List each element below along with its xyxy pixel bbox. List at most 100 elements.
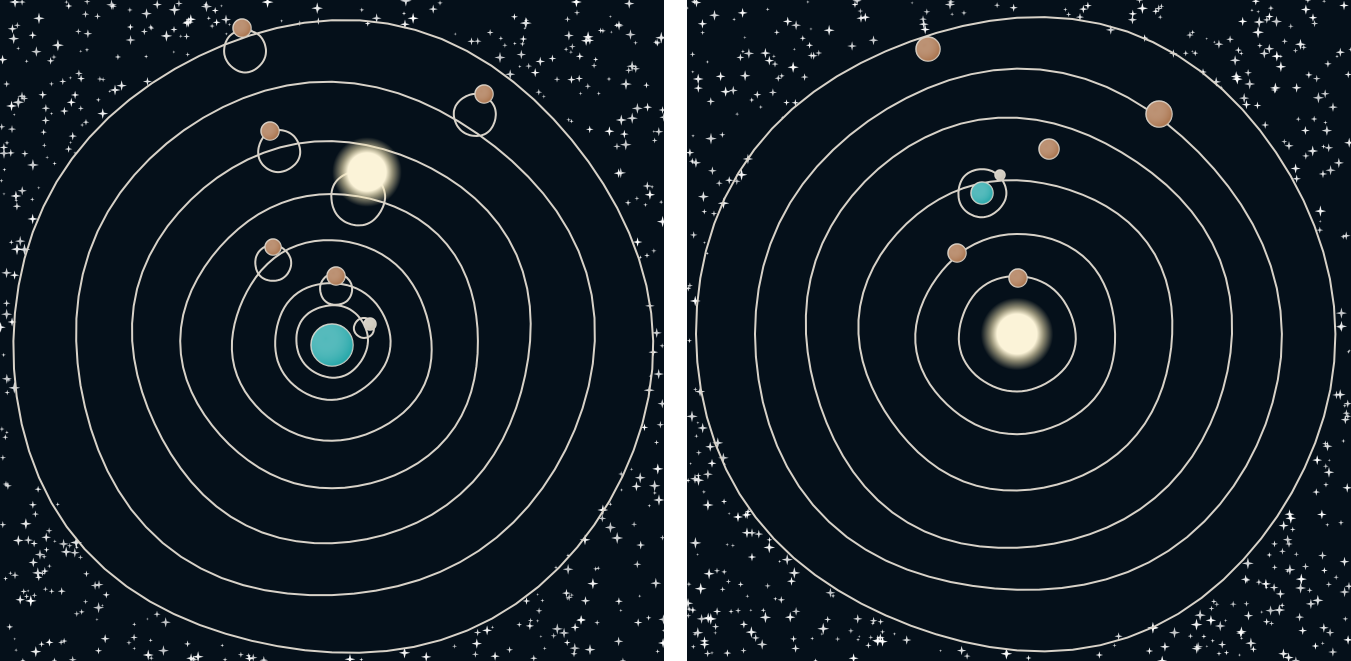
mars-shade	[1039, 139, 1059, 159]
star	[713, 607, 722, 616]
star	[34, 485, 42, 493]
star	[13, 21, 21, 29]
star	[6, 623, 14, 631]
star-field	[687, 0, 1351, 661]
star	[1211, 598, 1217, 605]
star	[653, 439, 660, 446]
star	[1243, 610, 1254, 621]
star	[1324, 143, 1334, 153]
star	[1009, 3, 1018, 12]
star	[12, 535, 24, 546]
star	[570, 0, 582, 8]
star	[38, 640, 45, 648]
star	[705, 132, 717, 145]
star	[659, 534, 664, 541]
star	[579, 534, 591, 546]
star	[15, 594, 25, 605]
star	[791, 644, 800, 653]
star	[1271, 540, 1278, 548]
star	[693, 83, 703, 93]
star	[732, 17, 736, 22]
star	[568, 49, 574, 55]
star	[609, 30, 613, 34]
star	[81, 10, 90, 18]
star	[1244, 68, 1252, 77]
star	[619, 608, 623, 613]
star	[1223, 649, 1230, 656]
star	[14, 648, 18, 652]
star	[535, 56, 546, 67]
star	[452, 643, 458, 649]
star	[852, 0, 862, 6]
star	[401, 11, 407, 16]
star	[631, 102, 643, 114]
star	[1238, 51, 1244, 56]
star	[221, 14, 232, 25]
star	[1273, 604, 1286, 616]
star	[740, 647, 747, 654]
star	[1311, 642, 1320, 650]
star	[0, 426, 5, 432]
star	[1216, 651, 1222, 657]
star	[847, 41, 857, 51]
star	[783, 99, 790, 106]
star	[782, 16, 793, 27]
star	[10, 270, 20, 280]
star	[41, 142, 47, 148]
star	[1305, 598, 1316, 610]
star	[473, 628, 482, 637]
star	[689, 295, 701, 307]
star	[1238, 16, 1248, 27]
star	[575, 74, 584, 83]
star	[810, 636, 815, 641]
star	[578, 91, 583, 96]
saturn-shade	[233, 19, 251, 37]
star	[149, 25, 155, 31]
star	[8, 239, 14, 245]
star	[84, 47, 90, 53]
star	[184, 640, 191, 648]
star	[108, 89, 112, 93]
star	[1344, 581, 1351, 591]
star	[687, 606, 692, 612]
star	[60, 546, 72, 558]
star	[791, 98, 800, 107]
star	[1312, 488, 1321, 496]
star	[892, 632, 897, 636]
star	[739, 70, 751, 82]
venus-shade	[948, 244, 966, 262]
orbit-ring	[694, 16, 1337, 653]
epicycle	[957, 168, 1008, 219]
star	[1271, 564, 1278, 571]
star	[696, 613, 707, 624]
star	[566, 117, 572, 123]
star	[147, 24, 154, 31]
star	[651, 327, 662, 338]
star	[69, 547, 80, 558]
star	[760, 47, 771, 59]
earth-shade	[971, 182, 993, 204]
star	[142, 649, 154, 661]
star	[1243, 600, 1250, 607]
star	[1154, 4, 1163, 13]
star	[1241, 99, 1252, 110]
star	[1293, 551, 1300, 557]
star	[825, 587, 836, 598]
star	[40, 566, 49, 576]
star	[1281, 138, 1288, 145]
star	[6, 377, 12, 383]
star	[712, 437, 724, 449]
star	[856, 637, 860, 642]
star	[944, 0, 956, 10]
star	[1145, 647, 1154, 655]
star	[1278, 648, 1289, 659]
star	[1065, 11, 1072, 18]
star	[536, 592, 540, 597]
star	[6, 100, 17, 112]
star	[604, 521, 617, 534]
star	[94, 647, 103, 655]
star	[535, 88, 543, 96]
star	[1300, 126, 1310, 135]
star	[116, 80, 127, 91]
star	[1271, 50, 1283, 62]
